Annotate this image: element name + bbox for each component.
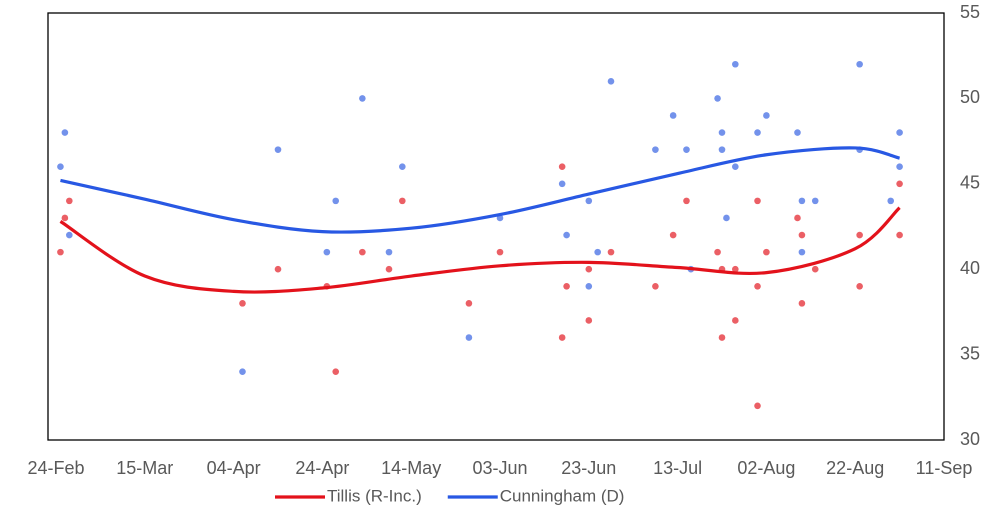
data-point: [856, 282, 863, 290]
data-point: [558, 163, 566, 171]
data-point: [57, 248, 64, 256]
data-point: [798, 248, 806, 256]
data-point: [585, 317, 593, 324]
trend-line: [60, 146, 901, 234]
data-point: [718, 146, 726, 153]
x-tick-label: 04-Apr: [207, 458, 261, 478]
x-tick-label: 02-Aug: [737, 458, 795, 478]
data-point: [652, 282, 659, 290]
data-point: [732, 60, 739, 68]
y-tick-label: 45: [960, 173, 980, 193]
data-point: [323, 248, 331, 256]
x-tick-label: 13-Jul: [653, 458, 702, 478]
data-point: [669, 112, 677, 119]
data-point: [607, 78, 615, 85]
data-point: [607, 248, 615, 256]
data-point: [732, 265, 739, 273]
y-tick-label: 30: [960, 429, 980, 449]
data-point: [714, 95, 721, 102]
x-tick-label: 15-Mar: [116, 458, 173, 478]
data-point: [754, 282, 761, 290]
data-point: [811, 265, 819, 273]
data-point: [683, 197, 690, 205]
x-tick-label: 14-May: [381, 458, 441, 478]
data-point: [856, 231, 863, 239]
data-point: [239, 368, 246, 375]
data-point: [732, 163, 739, 171]
legend-label: Tillis (R-Inc.): [327, 486, 422, 505]
y-tick-label: 40: [960, 258, 980, 278]
data-point: [896, 163, 903, 171]
data-point: [585, 197, 593, 205]
data-point: [669, 231, 677, 239]
data-point: [896, 231, 903, 239]
data-point: [718, 334, 726, 341]
data-point: [274, 265, 282, 273]
data-point: [563, 282, 570, 290]
data-point: [465, 300, 473, 307]
x-tick-label: 23-Jun: [561, 458, 616, 478]
data-point: [332, 197, 340, 205]
data-point: [652, 146, 659, 153]
data-point: [359, 248, 366, 256]
x-tick-label: 24-Apr: [295, 458, 349, 478]
data-point: [896, 129, 903, 136]
data-point: [856, 60, 863, 68]
data-point: [732, 317, 739, 324]
data-point: [385, 248, 393, 256]
data-point: [399, 163, 406, 171]
data-point: [558, 334, 566, 341]
plot-frame: [47, 12, 945, 441]
y-tick-label: 55: [960, 2, 980, 22]
data-point: [754, 129, 761, 136]
data-point: [798, 300, 806, 307]
data-point: [763, 112, 770, 119]
data-point: [594, 248, 601, 256]
data-point: [61, 129, 69, 136]
data-point: [887, 197, 895, 205]
data-point: [385, 265, 393, 273]
data-point: [558, 180, 566, 188]
data-point: [332, 368, 340, 375]
data-point: [61, 214, 69, 222]
data-point: [496, 248, 504, 256]
data-point: [798, 197, 806, 205]
data-point: [274, 146, 282, 153]
data-point: [399, 197, 406, 205]
data-point: [239, 300, 246, 307]
data-point: [57, 163, 64, 171]
data-point: [811, 197, 819, 205]
y-tick-label: 35: [960, 343, 980, 363]
y-tick-label: 50: [960, 87, 980, 107]
x-tick-label: 11-Sep: [916, 458, 973, 478]
data-point: [896, 180, 903, 188]
x-tick-label: 22-Aug: [826, 458, 884, 478]
data-point: [563, 231, 570, 239]
trend-line: [59, 206, 901, 294]
data-point: [754, 402, 761, 410]
data-point: [585, 265, 593, 273]
data-point: [585, 282, 593, 290]
data-point: [754, 197, 761, 205]
data-point: [359, 95, 366, 102]
data-point: [798, 231, 806, 239]
data-point: [683, 146, 690, 153]
data-point: [714, 248, 721, 256]
data-point: [723, 214, 730, 222]
legend-label: Cunningham (D): [500, 486, 625, 505]
x-tick-label: 03-Jun: [472, 458, 527, 478]
data-point: [794, 214, 801, 222]
x-tick-label: 24-Feb: [27, 458, 84, 478]
data-point: [465, 334, 473, 341]
data-point: [794, 129, 801, 136]
data-point: [66, 231, 73, 239]
data-point: [763, 248, 770, 256]
data-point: [718, 129, 726, 136]
data-point: [66, 197, 73, 205]
